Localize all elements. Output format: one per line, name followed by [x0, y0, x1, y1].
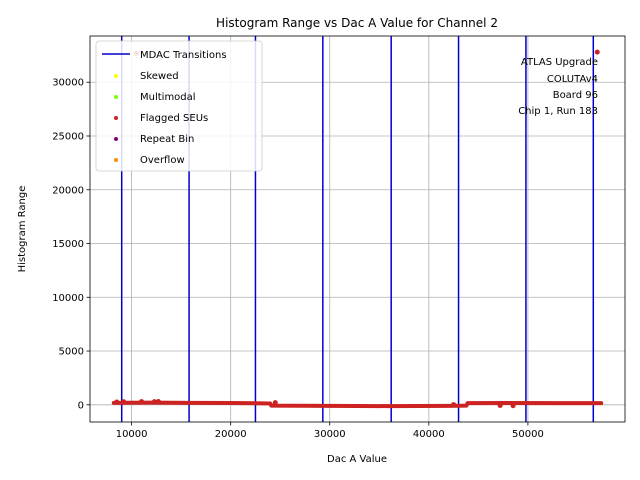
x-tick-label: 10000: [116, 429, 148, 440]
data-point: [114, 399, 120, 405]
annotation-line: Chip 1, Run 183: [518, 106, 598, 117]
annotation-line: Board 96: [553, 90, 598, 101]
annotation-line: COLUTAv4: [547, 74, 598, 85]
legend-item-flagged-seus: Flagged SEUs: [114, 113, 208, 124]
legend-item-multimodal: Multimodal: [114, 92, 196, 103]
data-point: [139, 399, 145, 405]
x-axis: 10000 20000 30000 40000 50000: [116, 422, 544, 440]
legend-marker-overflow: [114, 158, 118, 162]
legend-label: MDAC Transitions: [140, 50, 227, 61]
legend-marker-multimodal: [114, 95, 118, 99]
legend-marker-skewed: [114, 74, 118, 78]
legend-item-skewed: Skewed: [114, 71, 179, 82]
data-point: [151, 399, 157, 405]
legend-label: Skewed: [140, 71, 179, 82]
chart-title: Histogram Range vs Dac A Value for Chann…: [216, 16, 498, 30]
legend-label: Multimodal: [140, 92, 196, 103]
legend-box: [95, 40, 263, 172]
y-tick-label: 0: [78, 400, 84, 411]
y-tick-label: 25000: [52, 131, 84, 142]
legend-label: Flagged SEUs: [140, 113, 208, 124]
legend-marker-flagged-seus: [114, 116, 118, 120]
data-point: [510, 403, 516, 409]
data-point: [272, 400, 278, 406]
y-tick-label: 30000: [52, 78, 84, 89]
series-trend-band: [111, 400, 604, 409]
y-tick-label: 15000: [52, 239, 84, 250]
data-point: [497, 402, 503, 408]
legend: MDAC Transitions Skewed Multimodal Flagg…: [95, 40, 263, 172]
legend-item-repeat-bin: Repeat Bin: [114, 134, 194, 145]
data-point: [121, 399, 127, 405]
x-tick-label: 40000: [413, 429, 445, 440]
annotation-line: ATLAS Upgrade: [521, 57, 598, 68]
y-tick-label: 20000: [52, 185, 84, 196]
x-tick-label: 50000: [512, 429, 544, 440]
y-tick-label: 10000: [52, 293, 84, 304]
data-point: [594, 49, 600, 55]
y-axis-label: Histogram Range: [17, 186, 28, 273]
y-tick-label: 5000: [59, 347, 84, 358]
x-tick-label: 20000: [215, 429, 247, 440]
legend-item-overflow: Overflow: [114, 155, 185, 166]
data-point: [155, 398, 161, 404]
plot-frame: [89, 35, 626, 423]
legend-marker-repeat-bin: [114, 137, 118, 141]
x-axis-label: Dac A Value: [327, 454, 387, 465]
data-series: [111, 49, 604, 409]
y-axis: 0 5000 10000 15000 20000 25000 30000: [52, 78, 90, 411]
legend-label: Repeat Bin: [140, 134, 194, 145]
legend-item-mdac-transitions: MDAC Transitions: [102, 50, 227, 61]
x-tick-label: 30000: [314, 429, 346, 440]
legend-label: Overflow: [140, 155, 185, 166]
annotation: ATLAS Upgrade COLUTAv4 Board 96 Chip 1, …: [518, 57, 598, 117]
data-point: [451, 402, 457, 408]
